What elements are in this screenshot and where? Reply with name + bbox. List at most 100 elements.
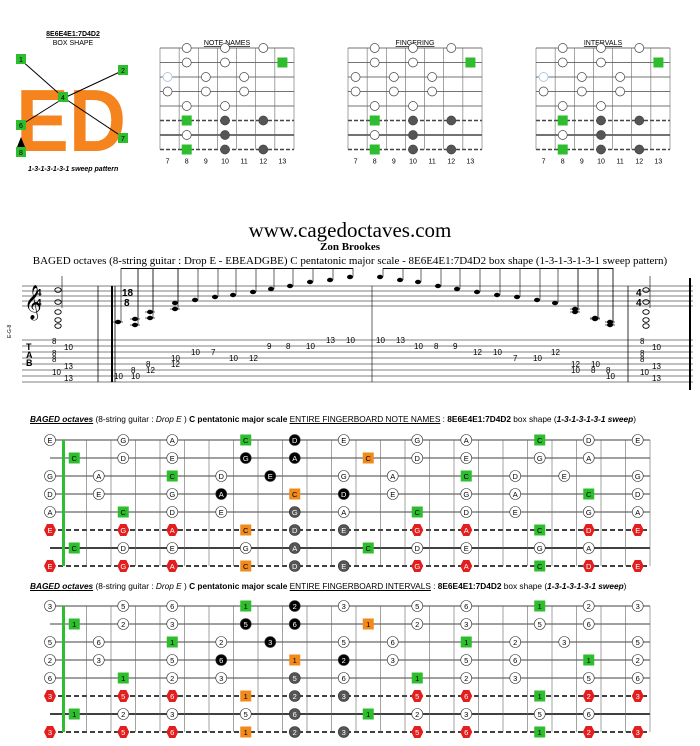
mini-fret-number: 10 — [221, 159, 229, 166]
note-label: 3 — [48, 692, 52, 701]
mini-note-marker — [162, 72, 173, 82]
tab-number: 10 — [493, 348, 502, 357]
mini-fret-number: 8 — [185, 159, 189, 166]
note-marker — [460, 726, 473, 738]
note-marker — [288, 542, 301, 554]
mini-diagram-note-names: NOTE NAMES 7 8 9 10 11 12 13 — [159, 40, 295, 166]
note-marker — [166, 452, 179, 464]
note-label: A — [464, 436, 469, 445]
note-marker — [533, 542, 546, 554]
mini-note-marker — [162, 86, 173, 97]
grid-title-section: ENTIRE FINGERBOARD NOTE NAMES — [289, 414, 441, 424]
mini-note-marker — [220, 57, 230, 68]
note-marker — [44, 488, 56, 500]
tab-number: 12 — [171, 360, 180, 369]
note-marker — [582, 524, 595, 536]
time-sig: 4 — [636, 288, 642, 299]
mini-fret-number: 9 — [580, 159, 584, 166]
note-label: E — [170, 544, 175, 553]
note-marker — [509, 672, 522, 684]
tab-letter: T — [26, 342, 32, 352]
note-label: G — [120, 526, 126, 535]
note-marker — [411, 434, 424, 446]
note-label: E — [635, 526, 640, 535]
note-label: A — [96, 472, 101, 481]
note-label: E — [47, 436, 52, 445]
fret-number: 16 — [437, 579, 446, 580]
fingerboard-note-names: 123456789101112131415161718192021222324E… — [44, 434, 651, 580]
mini-note-marker — [596, 130, 606, 140]
note-label: E — [341, 526, 346, 535]
tab-number: 10 — [652, 343, 661, 352]
note-label: D — [415, 544, 421, 553]
tab-number: 8 — [606, 366, 611, 375]
note-label: 3 — [48, 602, 52, 611]
note-marker — [166, 506, 179, 518]
note-label: E — [341, 436, 346, 445]
sweep-marker — [16, 120, 26, 130]
note-marker — [215, 654, 228, 666]
mini-note-marker — [446, 43, 457, 53]
note-label: D — [586, 526, 592, 535]
note-marker — [337, 488, 350, 500]
note-label: G — [47, 472, 53, 481]
note-label: 2 — [587, 728, 591, 737]
note-marker — [631, 726, 644, 738]
tab-number: 13 — [652, 374, 661, 383]
note-marker — [460, 672, 473, 684]
note-label: G — [341, 472, 347, 481]
note-marker — [362, 708, 374, 720]
grid-title-section: ENTIRE FINGERBOARD INTERVALS — [289, 581, 431, 591]
note-marker — [411, 452, 424, 464]
note-marker — [460, 654, 473, 666]
note-marker — [166, 690, 179, 702]
fret-number: 1 — [72, 579, 77, 580]
note-marker — [215, 672, 228, 684]
mini-note-marker — [220, 43, 230, 53]
note-marker — [460, 600, 473, 612]
note-marker — [44, 636, 56, 648]
time-sig: 18 — [122, 288, 134, 299]
grid-title-scale: C pentatonic major scale — [189, 414, 288, 424]
tab-number: 12 — [146, 366, 155, 375]
tab-number: 10 — [52, 368, 61, 377]
fret-number: 13 — [364, 579, 373, 580]
mini-fret-number: 12 — [635, 159, 643, 166]
note-label: C — [464, 472, 470, 481]
note-label: D — [121, 544, 127, 553]
note-marker — [215, 636, 228, 648]
note-marker — [460, 690, 473, 702]
sweep-marker — [16, 54, 26, 64]
fret-number: 21 — [560, 579, 569, 580]
note-marker — [631, 600, 644, 612]
fret-number: 9 — [268, 579, 273, 580]
note-label: D — [513, 472, 519, 481]
note-label: C — [366, 544, 372, 553]
note-label: C — [243, 436, 249, 445]
note-marker — [631, 470, 644, 482]
note-label: 1 — [464, 638, 468, 647]
note-label: A — [219, 490, 224, 499]
note-marker — [166, 470, 178, 482]
tab-number: 12 — [473, 348, 482, 357]
note-marker — [411, 600, 424, 612]
note-marker — [289, 488, 301, 500]
note-label: G — [537, 544, 543, 553]
note-marker — [631, 560, 644, 572]
note-label: 3 — [636, 728, 640, 737]
descending-note — [552, 300, 558, 306]
tab-number: 10 — [191, 348, 200, 357]
note-label: E — [390, 490, 395, 499]
note-label: 3 — [170, 710, 174, 719]
ascending-note — [347, 274, 353, 280]
time-sig: 4 — [636, 298, 642, 309]
note-marker — [240, 524, 252, 536]
sweep-marker-label: 2 — [121, 68, 125, 75]
note-marker — [386, 470, 399, 482]
mini-note-marker — [596, 101, 606, 111]
sweep-line — [63, 97, 125, 139]
tab-number: 12 — [551, 348, 560, 357]
note-marker — [92, 654, 105, 666]
descending-note — [534, 297, 540, 303]
mini-note-marker — [557, 130, 568, 140]
